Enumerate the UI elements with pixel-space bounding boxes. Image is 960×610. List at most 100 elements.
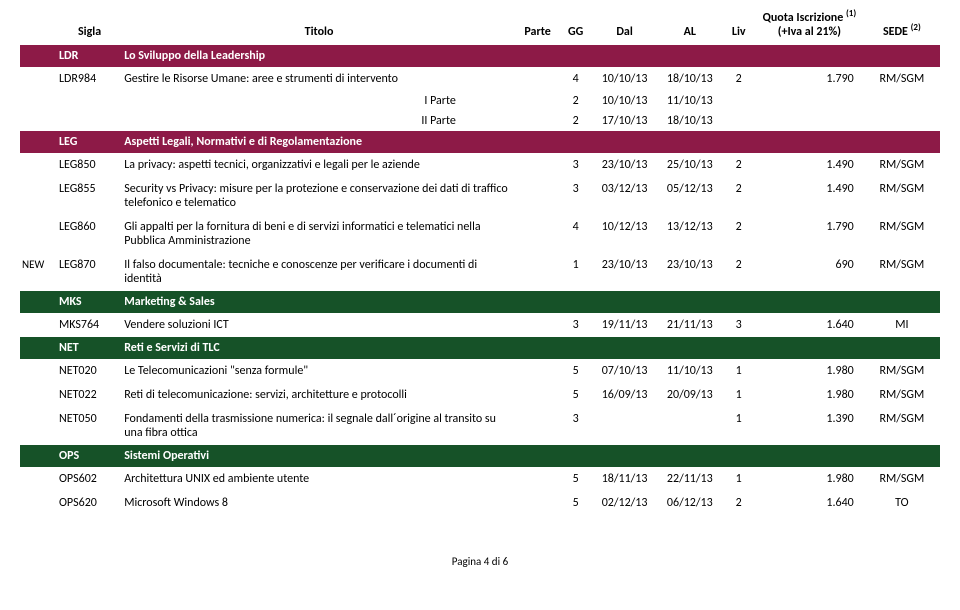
cell-gg: 3 — [559, 313, 592, 337]
section-LEG: LEGAspetti Legali, Normativi e di Regola… — [20, 131, 940, 153]
cell-dal: 03/12/13 — [592, 177, 657, 215]
cell-sede: RM/SGM — [864, 215, 940, 253]
section-code: OPS — [57, 445, 122, 467]
cell-al: 22/11/13 — [657, 467, 722, 491]
cell-titolo: Vendere soluzioni ICT — [122, 313, 516, 337]
cell-sede: TO — [864, 491, 940, 515]
cell-liv: 2 — [722, 215, 755, 253]
col-sede: SEDE (2) — [864, 4, 940, 45]
sub-gg: 2 — [559, 111, 592, 131]
cell-titolo: Fondamenti della trasmissione numerica: … — [122, 407, 516, 445]
cell-titolo: Il falso documentale: tecniche e conosce… — [122, 253, 516, 291]
cell-new: NEW — [20, 253, 57, 291]
cell-new — [20, 215, 57, 253]
cell-sigla: LEG850 — [57, 153, 122, 177]
cell-sigla: OPS602 — [57, 467, 122, 491]
cell-new — [20, 67, 57, 91]
cell-gg: 5 — [559, 491, 592, 515]
cell-gg: 3 — [559, 177, 592, 215]
table-row: NEWLEG870Il falso documentale: tecniche … — [20, 253, 940, 291]
cell-sede: RM/SGM — [864, 467, 940, 491]
cell-titolo: Architettura UNIX ed ambiente utente — [122, 467, 516, 491]
sub-row: II Parte 217/10/1318/10/13 — [20, 111, 940, 131]
cell-sigla: NET050 — [57, 407, 122, 445]
cell-new — [20, 313, 57, 337]
section-title: Marketing & Sales — [122, 291, 940, 313]
table-row: NET020Le Telecomunicazioni "senza formul… — [20, 359, 940, 383]
cell-al: 11/10/13 — [657, 359, 722, 383]
cell-sigla: OPS620 — [57, 491, 122, 515]
cell-sede: RM/SGM — [864, 253, 940, 291]
cell-gg: 5 — [559, 359, 592, 383]
cell-sigla: MKS764 — [57, 313, 122, 337]
cell-liv: 2 — [722, 253, 755, 291]
cell-gg: 3 — [559, 153, 592, 177]
cell-gg: 5 — [559, 383, 592, 407]
table-row: LEG850La privacy: aspetti tecnici, organ… — [20, 153, 940, 177]
cell-liv: 2 — [722, 177, 755, 215]
cell-titolo: Security vs Privacy: misure per la prote… — [122, 177, 516, 215]
cell-sede: RM/SGM — [864, 383, 940, 407]
sub-al: 18/10/13 — [657, 111, 722, 131]
cell-dal: 19/11/13 — [592, 313, 657, 337]
col-new — [20, 4, 57, 45]
sub-gg: 2 — [559, 91, 592, 111]
cell-liv: 1 — [722, 383, 755, 407]
cell-new — [20, 407, 57, 445]
cell-liv: 1 — [722, 467, 755, 491]
table-row: NET050Fondamenti della trasmissione nume… — [20, 407, 940, 445]
cell-new — [20, 467, 57, 491]
cell-quota: 1.790 — [755, 215, 864, 253]
section-code: MKS — [57, 291, 122, 313]
section-title: Reti e Servizi di TLC — [122, 337, 940, 359]
section-title: Sistemi Operativi — [122, 445, 940, 467]
cell-gg: 5 — [559, 467, 592, 491]
cell-gg: 4 — [559, 215, 592, 253]
cell-dal: 23/10/13 — [592, 253, 657, 291]
cell-gg: 1 — [559, 253, 592, 291]
cell-gg: 3 — [559, 407, 592, 445]
section-NET: NETReti e Servizi di TLC — [20, 337, 940, 359]
table-row: MKS764Vendere soluzioni ICT319/11/1321/1… — [20, 313, 940, 337]
cell-sede: RM/SGM — [864, 359, 940, 383]
cell-new — [20, 383, 57, 407]
cell-titolo: La privacy: aspetti tecnici, organizzati… — [122, 153, 516, 177]
cell-al: 23/10/13 — [657, 253, 722, 291]
sub-parte: II Parte — [122, 111, 516, 131]
cell-sigla: LEG860 — [57, 215, 122, 253]
cell-sigla: LDR984 — [57, 67, 122, 91]
cell-gg: 4 — [559, 67, 592, 91]
cell-al: 06/12/13 — [657, 491, 722, 515]
section-title: Aspetti Legali, Normativi e di Regolamen… — [122, 131, 940, 153]
cell-dal: 07/10/13 — [592, 359, 657, 383]
page-footer: Pagina 4 di 6 — [20, 515, 940, 578]
section-code: NET — [57, 337, 122, 359]
cell-new — [20, 153, 57, 177]
cell-titolo: Gli appalti per la fornitura di beni e d… — [122, 215, 516, 253]
cell-quota: 1.980 — [755, 383, 864, 407]
col-gg: GG — [559, 4, 592, 45]
cell-dal — [592, 407, 657, 445]
table-row: LDR984Gestire le Risorse Umane: aree e s… — [20, 67, 940, 91]
sub-parte: I Parte — [122, 91, 516, 111]
col-liv: Liv — [722, 4, 755, 45]
cell-titolo: Le Telecomunicazioni "senza formule" — [122, 359, 516, 383]
cell-sigla: NET020 — [57, 359, 122, 383]
section-OPS: OPSSistemi Operativi — [20, 445, 940, 467]
cell-dal: 16/09/13 — [592, 383, 657, 407]
cell-liv: 2 — [722, 153, 755, 177]
cell-al: 25/10/13 — [657, 153, 722, 177]
cell-quota: 690 — [755, 253, 864, 291]
sub-dal: 17/10/13 — [592, 111, 657, 131]
cell-quota: 1.790 — [755, 67, 864, 91]
table-row: OPS602Architettura UNIX ed ambiente uten… — [20, 467, 940, 491]
header-row: Sigla Titolo Parte GG Dal AL Liv Quota I… — [20, 4, 940, 45]
cell-sede: MI — [864, 313, 940, 337]
cell-al: 13/12/13 — [657, 215, 722, 253]
cell-quota: 1.640 — [755, 491, 864, 515]
cell-liv: 1 — [722, 359, 755, 383]
cell-dal: 10/10/13 — [592, 67, 657, 91]
cell-liv: 2 — [722, 67, 755, 91]
section-code: LDR — [57, 45, 122, 67]
cell-titolo: Microsoft Windows 8 — [122, 491, 516, 515]
